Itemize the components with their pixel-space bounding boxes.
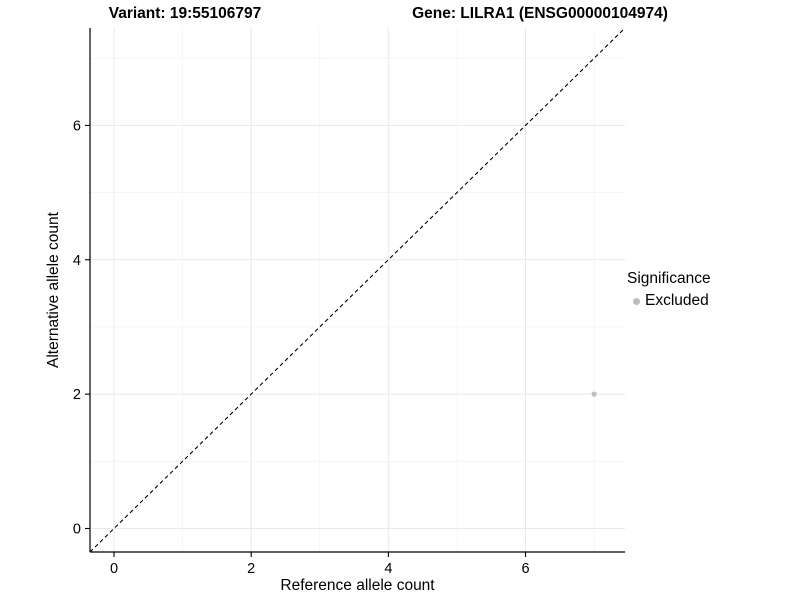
y-tick-label: 4 (73, 253, 81, 269)
y-tick-label: 0 (73, 521, 81, 537)
y-axis-title: Alternative allele count (45, 211, 62, 368)
y-tick-label: 6 (73, 118, 81, 134)
x-tick-label: 2 (247, 561, 255, 577)
legend-point-icon (633, 297, 640, 305)
legend: Significance Excluded (627, 270, 711, 311)
gene-title: Gene: LILRA1 (ENSG00000104974) (412, 5, 668, 22)
x-tick-label: 4 (384, 561, 392, 577)
data-point (591, 391, 597, 397)
variant-title: Variant: 19:55106797 (108, 5, 262, 22)
legend-title: Significance (627, 270, 711, 287)
y-tick-label: 2 (73, 387, 81, 403)
x-axis-title: Reference allele count (280, 577, 435, 594)
legend-item-label: Excluded (645, 292, 709, 309)
identity-line (89, 27, 626, 553)
x-tick-label: 6 (522, 561, 530, 577)
x-tick-label: 0 (110, 561, 118, 577)
legend-item: Excluded (627, 291, 711, 311)
